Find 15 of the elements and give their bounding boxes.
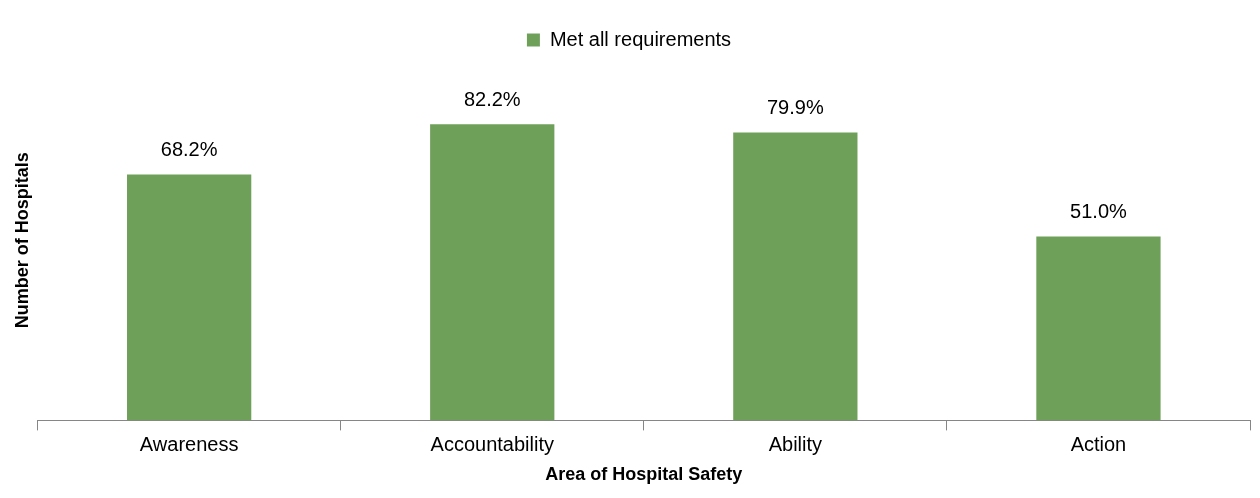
y-axis-title: Number of Hospitals [11,152,32,329]
data-label: 68.2% [160,138,218,161]
bar [1036,236,1161,421]
x-tick-label: Accountability [430,432,554,455]
x-axis-title: Area of Hospital Safety [545,464,743,485]
x-tick-label: Action [1070,432,1127,455]
bar [127,174,252,421]
legend-label: Met all requirements [549,27,732,50]
x-tick-label: Ability [768,432,823,455]
bar [733,132,858,421]
bar [430,124,555,421]
x-tick-label: Awareness [139,432,239,455]
data-label: 82.2% [463,87,521,110]
data-label: 51.0% [1070,200,1128,223]
data-label: 79.9% [766,95,824,118]
